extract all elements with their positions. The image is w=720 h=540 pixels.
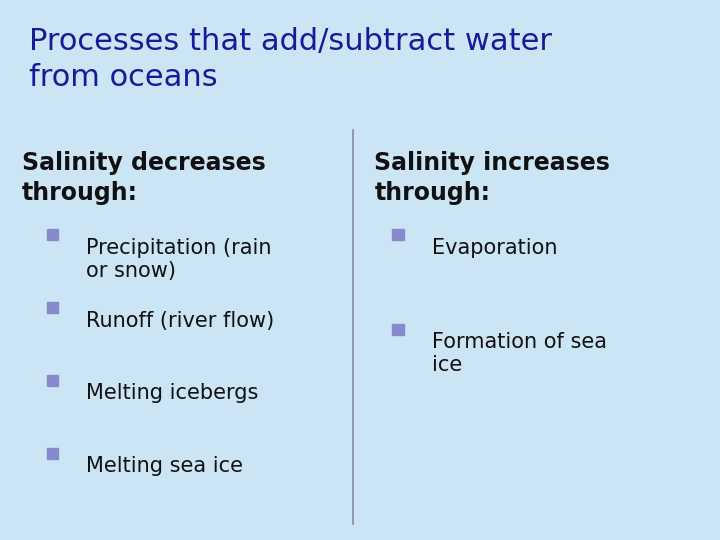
Text: Processes that add/subtract water
from oceans: Processes that add/subtract water from o… bbox=[29, 27, 552, 92]
Bar bbox=[47, 302, 58, 313]
Text: Precipitation (rain
or snow): Precipitation (rain or snow) bbox=[86, 238, 272, 281]
Text: Evaporation: Evaporation bbox=[432, 238, 557, 258]
Text: Melting icebergs: Melting icebergs bbox=[86, 383, 258, 403]
Text: Runoff (river flow): Runoff (river flow) bbox=[86, 310, 274, 330]
Text: Salinity decreases
through:: Salinity decreases through: bbox=[22, 151, 266, 205]
Bar bbox=[47, 448, 58, 459]
Bar bbox=[47, 229, 58, 240]
Text: Salinity increases
through:: Salinity increases through: bbox=[374, 151, 611, 205]
Bar bbox=[392, 229, 404, 240]
Bar bbox=[47, 375, 58, 386]
Bar bbox=[392, 323, 404, 335]
Text: Melting sea ice: Melting sea ice bbox=[86, 456, 243, 476]
Text: Formation of sea
ice: Formation of sea ice bbox=[432, 332, 607, 375]
